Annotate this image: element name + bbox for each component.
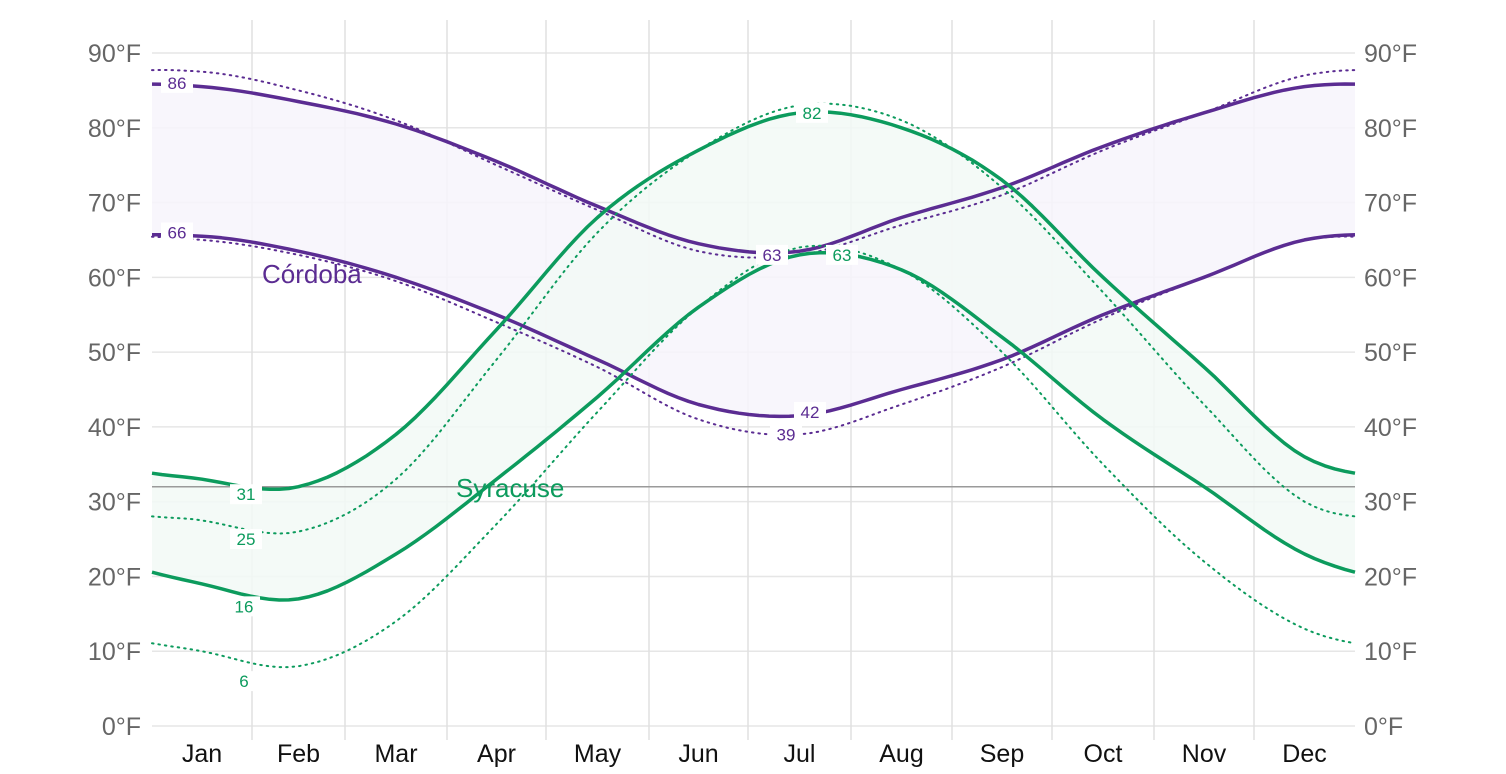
series-line xyxy=(151,235,1356,436)
value-label-bg xyxy=(826,244,858,265)
y-tick-right: 10°F xyxy=(1364,638,1417,666)
value-label-bg xyxy=(794,401,826,422)
y-axis-right: 0°F 10°F 20°F 30°F 40°F 50°F 60°F 70°F 80°F 90°F xyxy=(1364,40,1417,741)
x-tick-month: Aug xyxy=(879,740,923,768)
y-tick-right: 20°F xyxy=(1364,563,1417,591)
value-label-bg xyxy=(228,671,260,692)
x-tick-month: Apr xyxy=(477,740,516,768)
value-label: 6 xyxy=(239,672,248,691)
y-tick-left: 20°F xyxy=(88,563,141,591)
range-fill xyxy=(152,111,1355,601)
x-tick-month: Jan xyxy=(182,740,222,768)
y-tick-right: 70°F xyxy=(1364,190,1417,218)
y-tick-left: 10°F xyxy=(88,638,141,666)
value-label: 31 xyxy=(237,485,256,504)
y-axis-left: 0°F 10°F 20°F 30°F 40°F 50°F 60°F 70°F 80°F 90°F xyxy=(88,40,141,741)
value-label: 66 xyxy=(168,223,187,242)
x-tick-month: Dec xyxy=(1282,740,1326,768)
y-tick-left: 70°F xyxy=(88,190,141,218)
value-label: 42 xyxy=(801,403,820,422)
value-label-bg xyxy=(161,72,193,93)
y-tick-right: 30°F xyxy=(1364,489,1417,517)
y-tick-left: 90°F xyxy=(88,40,141,68)
value-label: 86 xyxy=(168,74,187,93)
series-line xyxy=(151,102,1356,535)
series-line xyxy=(151,82,1356,255)
x-tick-month: Oct xyxy=(1084,740,1123,768)
x-tick-month: Jul xyxy=(784,740,816,768)
y-tick-left: 60°F xyxy=(88,264,141,292)
series-line xyxy=(151,68,1356,259)
series-line xyxy=(151,250,1356,602)
legend-label-syracuse: Syracuse xyxy=(456,473,564,503)
y-tick-right: 90°F xyxy=(1364,40,1417,68)
y-tick-left: 80°F xyxy=(88,115,141,143)
series-line xyxy=(151,110,1356,492)
y-tick-left: 50°F xyxy=(88,339,141,367)
x-tick-month: Sep xyxy=(980,740,1024,768)
y-tick-left: 0°F xyxy=(102,713,141,741)
value-label-bg xyxy=(796,102,828,123)
value-label: 16 xyxy=(235,597,254,616)
value-label: 63 xyxy=(833,246,852,265)
x-axis: Jan Feb Mar Apr May Jun Jul Aug Sep Oct Nov Dec xyxy=(182,740,1327,768)
value-label-bg xyxy=(161,222,193,243)
x-tick-month: Mar xyxy=(374,740,417,768)
value-label-bg xyxy=(228,596,260,617)
value-labels: 86 66 63 42 39 82 63 31 25 16 6 xyxy=(161,72,858,692)
series-lines xyxy=(151,68,1356,669)
x-tick-month: May xyxy=(574,740,622,768)
x-tick-month: Feb xyxy=(277,740,320,768)
legend-label-cordoba: Córdoba xyxy=(262,259,362,289)
value-label: 63 xyxy=(763,246,782,265)
y-tick-right: 80°F xyxy=(1364,115,1417,143)
x-tick-month: Jun xyxy=(678,740,718,768)
y-tick-left: 40°F xyxy=(88,414,141,442)
y-tick-right: 60°F xyxy=(1364,264,1417,292)
y-tick-right: 50°F xyxy=(1364,339,1417,367)
y-tick-left: 30°F xyxy=(88,489,141,517)
x-tick-month: Nov xyxy=(1182,740,1227,768)
value-label-bg xyxy=(230,529,262,550)
series-line xyxy=(151,232,1356,419)
value-label: 82 xyxy=(803,104,822,123)
value-label-bg xyxy=(770,424,802,445)
value-label-bg xyxy=(756,244,788,265)
value-label-bg xyxy=(230,484,262,505)
value-label: 25 xyxy=(237,530,256,549)
value-label: 39 xyxy=(777,425,796,444)
y-tick-right: 40°F xyxy=(1364,414,1417,442)
y-tick-right: 0°F xyxy=(1364,713,1403,741)
